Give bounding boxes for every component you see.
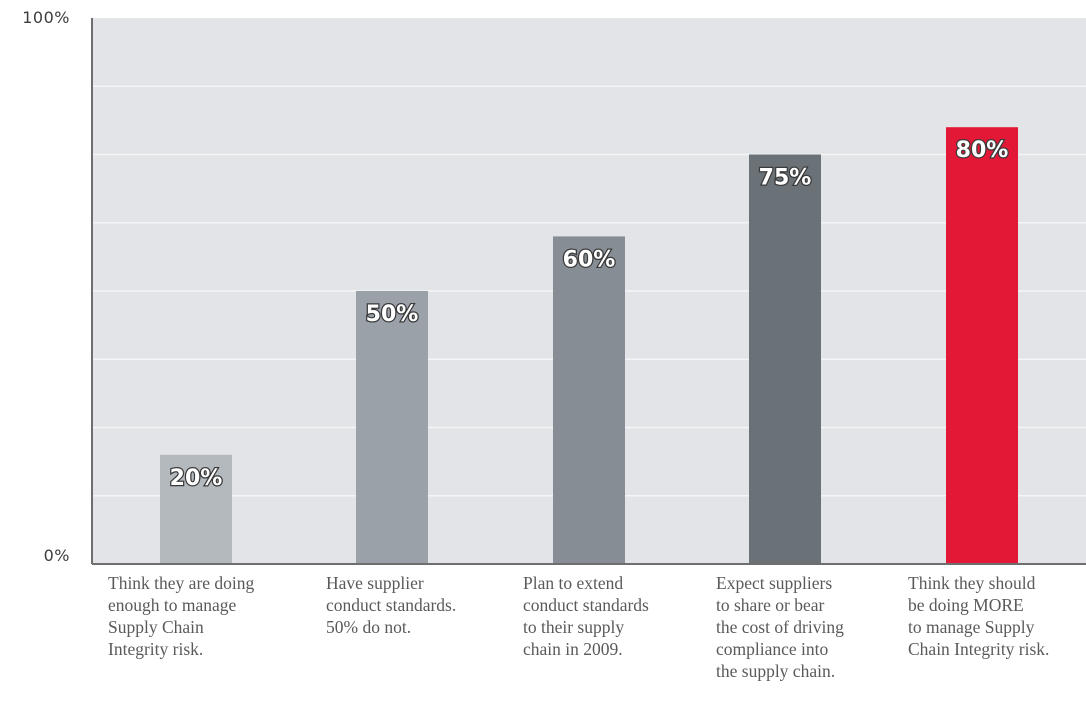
y-tick-label-0: 0% [43, 546, 70, 565]
y-tick-label-100: 100% [22, 8, 70, 27]
bar-value-label-4: 75% [759, 166, 812, 191]
bar-value-label-5: 80% [956, 138, 1009, 163]
bar-5 [946, 127, 1018, 564]
category-label-2: Have supplier conduct standards. 50% do … [326, 573, 457, 637]
bar-1 [160, 454, 232, 564]
category-label-3: Plan to extend conduct standards to thei… [523, 573, 649, 659]
bar-2 [356, 291, 428, 564]
bar-value-label-3: 60% [563, 247, 616, 272]
bar-value-label-1: 20% [170, 466, 223, 491]
bars: 20% 50% 60% 75% 80% [160, 127, 1018, 564]
category-label-4: Expect suppliers to share or bear the co… [716, 573, 844, 681]
category-label-1: Think they are doing enough to manage Su… [108, 573, 255, 659]
bar-3 [553, 236, 625, 564]
bar-value-label-2: 50% [366, 302, 419, 327]
category-label-5: Think they should be doing MORE to manag… [908, 573, 1050, 659]
bar-4 [749, 154, 821, 564]
